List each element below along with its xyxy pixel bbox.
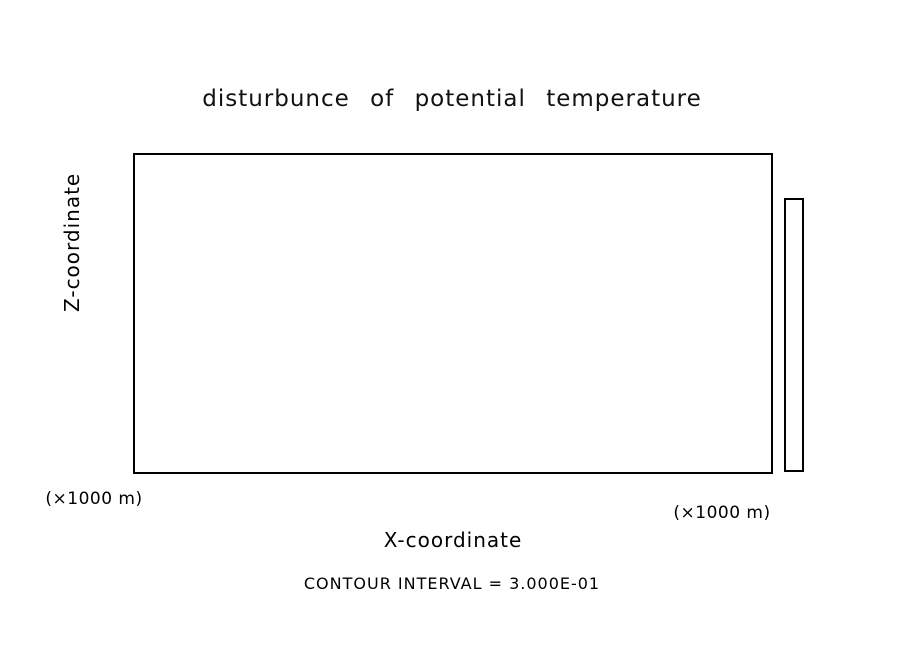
colorbar	[784, 198, 804, 472]
x-axis-unit-left: (×1000 m)	[45, 489, 143, 509]
plot-area	[133, 153, 773, 474]
contour-field-canvas	[135, 155, 771, 472]
x-axis-unit-right: (×1000 m)	[673, 503, 771, 523]
chart-title: disturbunce of potential temperature	[202, 86, 702, 112]
contour-interval-note: CONTOUR INTERVAL = 3.000E-01	[303, 574, 601, 593]
x-axis-title: X-coordinate	[383, 528, 523, 552]
